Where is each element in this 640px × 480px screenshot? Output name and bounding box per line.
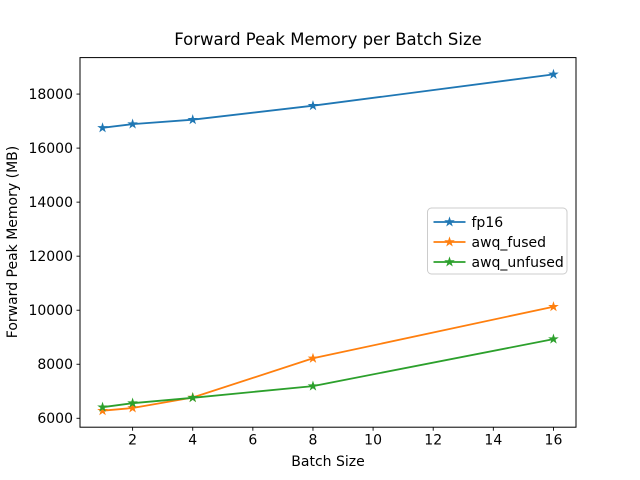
legend-box <box>427 207 568 275</box>
marker-awq_fused <box>127 402 138 413</box>
x-tick-label: 12 <box>424 433 442 449</box>
y-tick-label: 10000 <box>28 303 73 319</box>
x-tick-label: 6 <box>248 433 257 449</box>
marker-fp16 <box>97 122 108 133</box>
marker-awq_fused <box>307 352 319 363</box>
y-tick-label: 6000 <box>37 411 73 427</box>
x-tick-label: 8 <box>309 433 318 449</box>
marker-fp16 <box>548 68 559 79</box>
x-tick-label: 16 <box>545 433 563 449</box>
y-tick-label: 16000 <box>28 141 73 157</box>
series-line-fp16 <box>101 73 555 129</box>
marker-awq_unfused <box>187 392 199 403</box>
axes-box <box>79 57 577 428</box>
marker-awq_unfused <box>97 401 108 412</box>
y-tick-label: 18000 <box>28 87 73 103</box>
y-tick-label: 12000 <box>28 249 73 265</box>
y-tick-label: 14000 <box>28 195 73 211</box>
x-tick-label: 4 <box>188 433 197 449</box>
marker-awq_fused <box>548 301 559 312</box>
marker-fp16 <box>187 114 199 125</box>
marker-awq_unfused <box>307 380 319 391</box>
series-line-awq_fused <box>101 305 555 412</box>
marker-fp16 <box>127 118 138 129</box>
marker-awq_fused <box>97 405 108 416</box>
x-tick-label: 2 <box>128 433 137 449</box>
marker-awq_unfused <box>548 333 559 344</box>
y-axis-label: Forward Peak Memory (MB) <box>5 146 21 338</box>
y-tick-label: 8000 <box>37 357 73 373</box>
legend-sample-marker <box>444 256 455 267</box>
series-line-awq_unfused <box>101 338 555 409</box>
plot-area: 2 4 6 8 10 12 14 16 6000 8000 10000 12000 14000 16000… <box>28 57 577 449</box>
marker-awq_unfused <box>127 397 138 408</box>
legend-label-awq_fused: awq_fused <box>472 235 547 251</box>
chart-title: Forward Peak Memory per Batch Size <box>174 30 482 49</box>
marker-fp16 <box>307 100 319 111</box>
legend-label-awq_unfused: awq_unfused <box>472 255 564 271</box>
x-tick-label: 14 <box>484 433 502 449</box>
legend-sample-marker <box>444 236 455 247</box>
x-tick-label: 10 <box>364 433 382 449</box>
legend-label-fp16: fp16 <box>472 215 504 231</box>
legend-sample-marker <box>444 216 455 227</box>
x-axis-label: Batch Size <box>291 454 364 470</box>
